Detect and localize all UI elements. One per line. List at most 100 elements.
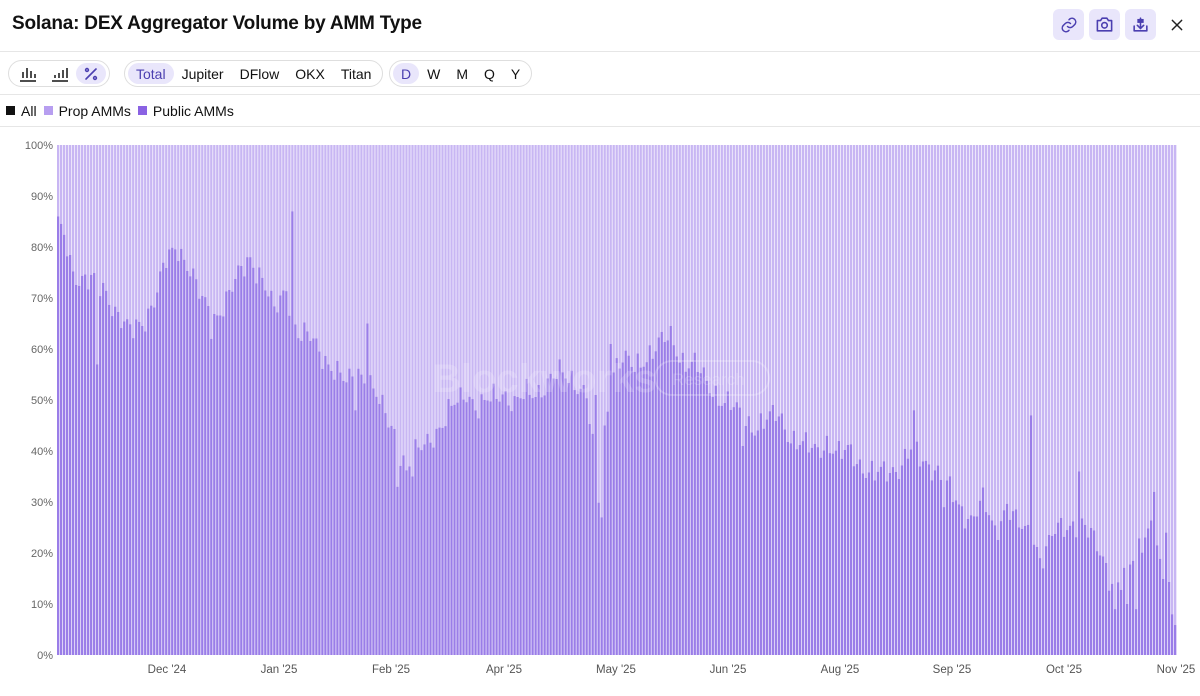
bar-public-amms [600,517,603,655]
bar-public-amms [396,486,399,655]
bar-public-amms [888,472,892,655]
bar-prop-amms [1005,145,1009,504]
bar-public-amms [717,405,720,655]
bar-prop-amms [777,145,780,417]
bar-public-amms [636,353,639,655]
percent-view-button[interactable] [76,63,106,84]
bar-prop-amms [1068,145,1072,526]
bar-prop-amms [195,145,198,280]
bar-public-amms [546,378,549,655]
bar-public-amms [870,460,874,655]
bar-public-amms [1158,558,1162,655]
interval-w[interactable]: W [427,65,441,82]
bar-public-amms [930,480,934,655]
bar-prop-amms [939,145,943,480]
interval-q[interactable]: Q [484,65,495,82]
stacked-view-button[interactable] [44,63,76,84]
bar-view-button[interactable] [12,63,44,84]
close-button[interactable] [1161,9,1192,40]
screenshot-button[interactable] [1089,9,1120,40]
bar-prop-amms [99,145,102,297]
y-axis: 0% 10% 20% 30% 40% 50% 60% 70% 80% 90% 100% [25,140,53,662]
bar-public-amms [393,428,396,655]
bar-public-amms [108,304,111,655]
bar-prop-amms [1092,145,1096,531]
bar-prop-amms [417,145,420,448]
tab-okx[interactable]: OKX [295,65,325,82]
bar-prop-amms [792,145,795,431]
bar-prop-amms [354,145,357,411]
bar-public-amms [135,319,138,655]
bar-public-amms [93,273,96,655]
bar-prop-amms [84,145,87,275]
bar-prop-amms [930,145,934,481]
bar-prop-amms [219,145,222,316]
x-tick-label: Nov '25 [1157,664,1196,676]
tab-dflow[interactable]: DFlow [239,65,280,82]
bar-public-amms [90,274,93,655]
bar-prop-amms [1032,145,1036,545]
bar-public-amms [549,373,552,655]
bar-public-amms [414,439,417,655]
bar-public-amms [150,305,153,655]
bar-prop-amms [1077,145,1081,472]
legend-swatch [137,106,147,115]
bar-public-amms [534,396,537,655]
legend-item-prop-amms[interactable]: Prop AMMs [43,103,131,119]
bar-public-amms [609,343,612,655]
bar-prop-amms [1041,145,1045,569]
aggregator-group: Total Jupiter DFlow OKX Titan [124,60,384,87]
bar-prop-amms [987,145,991,516]
bar-prop-amms [852,145,856,467]
bar-prop-amms [870,145,874,461]
bar-public-amms [273,306,276,655]
interval-y[interactable]: Y [510,65,521,82]
bar-public-amms [303,322,306,655]
tab-jupiter[interactable]: Jupiter [181,65,224,82]
bar-prop-amms [996,145,1000,540]
bar-public-amms [1164,532,1168,655]
interval-d[interactable]: D [393,63,420,84]
bar-public-amms [804,432,808,655]
legend-item-public-amms[interactable]: Public AMMs [137,103,234,119]
y-tick-label: 10% [31,599,53,611]
bar-prop-amms [630,145,633,367]
bar-public-amms [1113,609,1117,655]
bar-public-amms [441,427,444,655]
bar-prop-amms [903,145,907,449]
bar-prop-amms [648,145,651,346]
tab-total[interactable]: Total [128,63,174,84]
bar-public-amms [297,338,300,655]
y-tick-label: 100% [25,140,53,152]
interval-m[interactable]: M [456,65,469,82]
bar-public-amms [885,481,889,655]
bar-public-amms [162,262,165,655]
bar-public-amms [726,391,729,655]
bar-public-amms [561,372,564,655]
bar-public-amms [1044,546,1048,655]
legend-item-all[interactable]: All [6,103,37,119]
bar-public-amms [996,540,1000,655]
bar-public-amms [585,398,588,655]
bar-prop-amms [420,145,423,451]
bar-prop-amms [270,145,273,291]
bar-public-amms [576,394,579,655]
bar-public-amms [525,378,528,655]
bar-public-amms [1152,491,1156,655]
bar-public-amms [696,371,699,655]
bar-public-amms [714,385,717,655]
download-button[interactable] [1125,9,1156,40]
bar-prop-amms [129,145,132,325]
copy-link-button[interactable] [1053,9,1084,40]
tab-titan[interactable]: Titan [340,65,372,82]
bar-prop-amms [1059,145,1063,518]
bar-public-amms [570,370,573,655]
bar-public-amms [1014,509,1018,655]
bar-public-amms [480,394,483,655]
y-tick-label: 60% [31,344,53,356]
bar-prop-amms [840,145,844,459]
bar-public-amms [483,399,486,655]
bar-prop-amms [156,145,159,293]
bar-prop-amms [699,145,702,374]
y-tick-label: 40% [31,446,53,458]
